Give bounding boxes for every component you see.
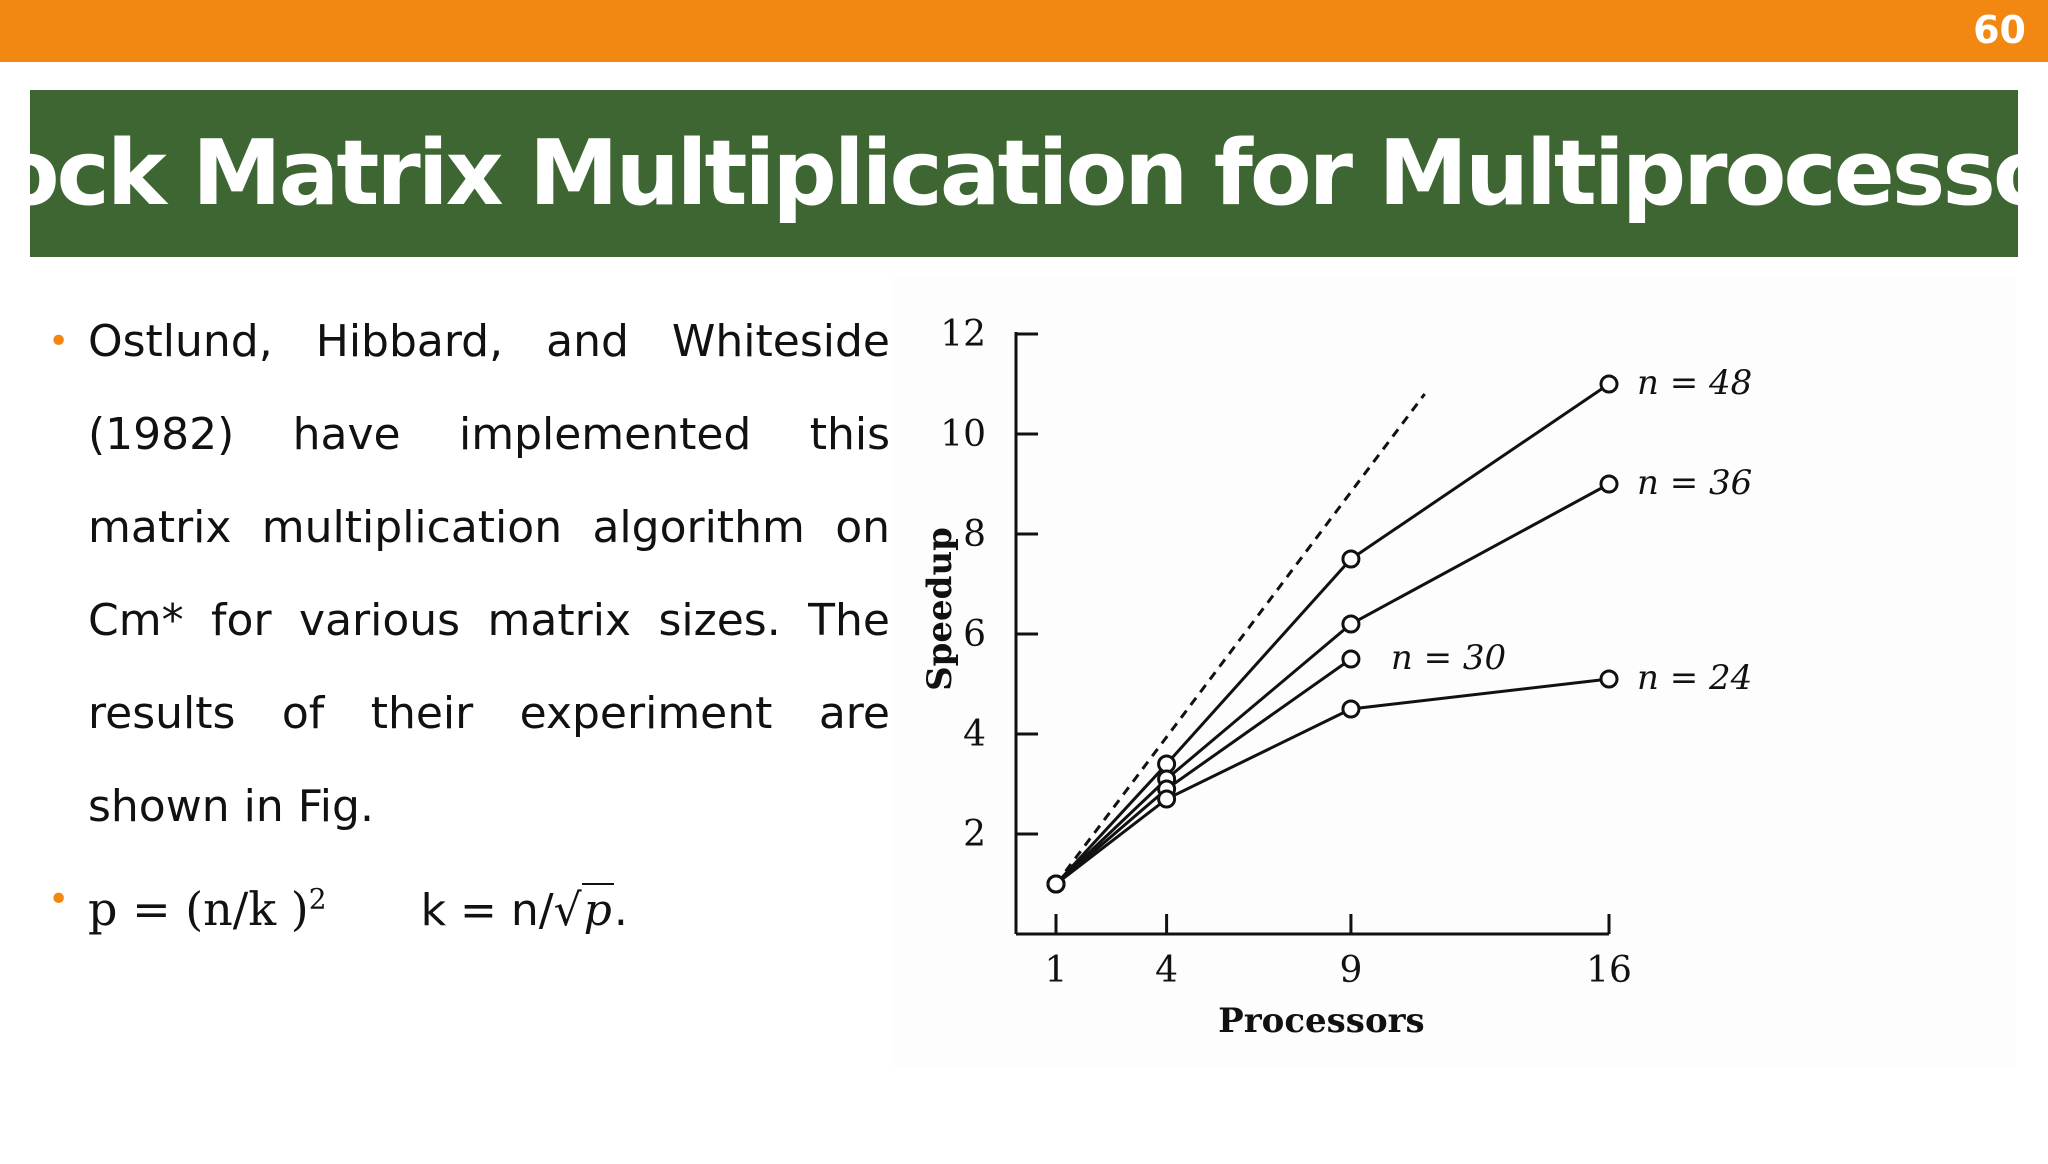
data-point-marker	[1599, 474, 1619, 494]
series-line	[1054, 382, 1610, 886]
series-labels: n = 48 n = 36 n = 30 n = 24	[1391, 363, 1752, 698]
top-accent-bar: 60	[0, 0, 2048, 62]
data-point-marker	[1341, 699, 1361, 719]
y-tick-label: 2	[963, 814, 986, 855]
y-axis-title: Speedup	[920, 527, 960, 691]
formula-k-radicand: p	[581, 883, 614, 937]
sqrt-icon: √	[553, 885, 582, 937]
title-banner: Block Matrix Multiplication for Multipro…	[0, 90, 2048, 257]
series-lines	[1046, 374, 1619, 894]
series-line	[1055, 677, 1610, 886]
data-point-marker	[1046, 874, 1066, 894]
slide-number: 60	[1973, 8, 2026, 52]
series-line	[1054, 482, 1610, 886]
x-tick-label: 1	[1045, 950, 1068, 991]
formula-p-exponent: 2	[308, 883, 327, 916]
bullet-dot-icon: •	[48, 321, 70, 362]
formula-p-base: p = (n/k )	[88, 882, 309, 937]
x-axis-title: Processors	[1218, 1001, 1425, 1041]
x-tick-label: 9	[1339, 950, 1362, 991]
bullet-item-formula: • p = (n/k )2 k = n/√p.	[40, 853, 890, 946]
ideal-speedup-dashed-line	[1054, 393, 1426, 885]
series-label: n = 30	[1391, 638, 1506, 678]
slide-title: Block Matrix Multiplication for Multipro…	[0, 121, 2048, 226]
data-point-marker	[1599, 374, 1619, 394]
speedup-chart: 2 4 6 8 10 12 1 4 9 16 n = 48 n = 36 n = 30 n = 24 P…	[893, 277, 2015, 1067]
bullet-item-paragraph: • Ostlund, Hibbard, and Whiteside (1982)…	[40, 295, 890, 853]
data-point-marker	[1341, 649, 1361, 669]
paragraph-text: Ostlund, Hibbard, and Whiteside (1982) h…	[88, 316, 890, 832]
y-tick-label: 6	[963, 614, 986, 655]
series-label: n = 24	[1637, 658, 1752, 698]
data-point-marker	[1157, 789, 1177, 809]
formula-p: p = (n/k )2	[88, 882, 327, 936]
series-label: n = 48	[1637, 363, 1752, 403]
data-point-marker	[1341, 614, 1361, 634]
x-tick-label: 16	[1586, 950, 1632, 991]
reference-line-group	[1054, 393, 1426, 885]
y-tick-label: 8	[963, 514, 986, 555]
data-point-marker	[1341, 549, 1361, 569]
data-point-marker	[1599, 669, 1619, 689]
x-tick-label: 4	[1155, 950, 1178, 991]
bullet-dot-icon: •	[48, 879, 70, 920]
series-label: n = 36	[1637, 463, 1752, 503]
y-tick-label: 4	[963, 714, 986, 755]
y-tick-label: 12	[940, 314, 986, 355]
slide-body: • Ostlund, Hibbard, and Whiteside (1982)…	[40, 295, 890, 946]
formula-k-end: .	[613, 885, 628, 937]
formula-k: k = n/√p.	[420, 883, 628, 937]
formula-k-base: k = n/	[420, 885, 554, 937]
y-tick-label: 10	[940, 414, 986, 455]
